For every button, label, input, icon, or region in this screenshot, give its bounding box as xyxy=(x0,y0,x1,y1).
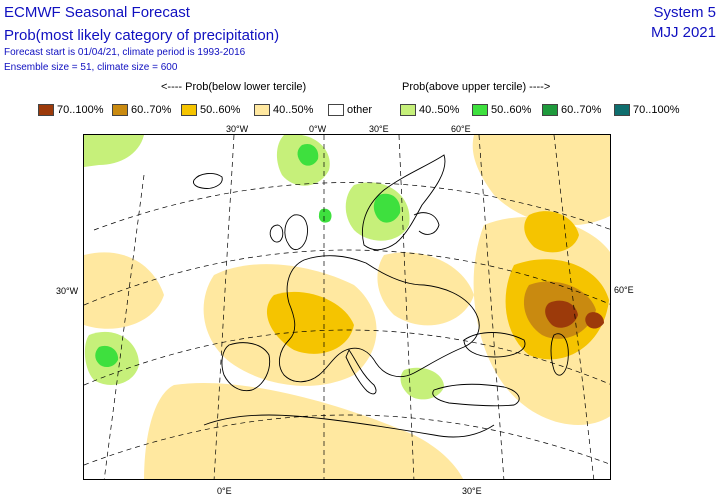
legend-heading-above: Prob(above upper tercile) ----> xyxy=(402,81,551,93)
legend-swatch xyxy=(472,104,488,116)
legend-swatch xyxy=(328,104,344,116)
legend-item: 40..50% xyxy=(254,104,313,116)
lon-label-top-60e: 60°E xyxy=(451,124,471,134)
lon-label-bottom-30e: 30°E xyxy=(462,486,482,496)
lon-label-top-30w: 30°W xyxy=(226,124,249,134)
legend-item: 50..60% xyxy=(472,104,531,116)
coast-ireland xyxy=(269,224,284,243)
lat-label-right: 60°E xyxy=(614,285,634,295)
coast-scandinavia xyxy=(361,154,446,251)
region-orange-alps xyxy=(266,291,354,354)
graticule xyxy=(84,135,610,479)
legend-item: 40..50% xyxy=(400,104,459,116)
legend-item: 70..100% xyxy=(614,104,679,116)
region-orange-ne xyxy=(524,211,579,253)
coast-nordic-gulf xyxy=(413,212,440,235)
coast-caspian xyxy=(550,333,569,376)
lat-label-left: 30°W xyxy=(56,286,79,296)
legend-item: 60..70% xyxy=(112,104,171,116)
shading-below-70 xyxy=(545,300,604,329)
legend-heading-below: <---- Prob(below lower tercile) xyxy=(161,81,307,93)
coast-europe xyxy=(278,255,480,383)
legend-item: other xyxy=(328,104,372,116)
region-green-atl xyxy=(95,345,119,368)
lon-label-top-0w: 0°W xyxy=(309,124,327,134)
legend-swatch xyxy=(542,104,558,116)
coast-iceland xyxy=(193,173,223,189)
legend-swatch xyxy=(614,104,630,116)
map-subtitle: Prob(most likely category of precipitati… xyxy=(4,27,280,44)
region-yellow-west xyxy=(84,252,164,329)
legend-swatch xyxy=(181,104,197,116)
lon-label-top-30e: 30°E xyxy=(369,124,389,134)
coast-britain xyxy=(284,214,308,251)
coast-blacksea xyxy=(463,332,526,358)
legend-item: 50..60% xyxy=(181,104,240,116)
coastlines xyxy=(193,154,569,438)
legend-item: 60..70% xyxy=(542,104,601,116)
map-title: ECMWF Seasonal Forecast xyxy=(4,4,190,21)
region-green-scand xyxy=(373,193,401,223)
map-canvas xyxy=(84,135,610,479)
region-green-n xyxy=(297,143,319,166)
coast-africa xyxy=(203,414,495,438)
legend-swatch xyxy=(254,104,270,116)
legend-swatch xyxy=(38,104,54,116)
region-lightgreen-nw xyxy=(84,135,144,167)
coast-iberia xyxy=(221,342,271,392)
legend-swatch xyxy=(400,104,416,116)
region-darkbrown-east xyxy=(545,300,578,328)
forecast-map xyxy=(83,134,611,480)
legend-swatch xyxy=(112,104,128,116)
ensemble-info: Ensemble size = 51, climate size = 600 xyxy=(4,62,178,73)
region-yellow-mid xyxy=(377,252,474,326)
coast-italy xyxy=(345,349,377,395)
coast-turkey xyxy=(432,383,520,407)
shading-above-50 xyxy=(95,143,401,368)
period-label: MJJ 2021 xyxy=(650,24,716,41)
legend-item: 70..100% xyxy=(38,104,103,116)
region-yellow-south xyxy=(144,383,464,479)
region-green-brit xyxy=(318,208,332,223)
system-label: System 5 xyxy=(653,4,716,21)
region-darkbrown-east2 xyxy=(585,312,604,329)
region-yellow-north xyxy=(472,135,610,226)
forecast-info: Forecast start is 01/04/21, climate peri… xyxy=(4,47,246,58)
region-lightgreen-med xyxy=(400,367,444,400)
lon-label-bottom-0e: 0°E xyxy=(217,486,232,496)
